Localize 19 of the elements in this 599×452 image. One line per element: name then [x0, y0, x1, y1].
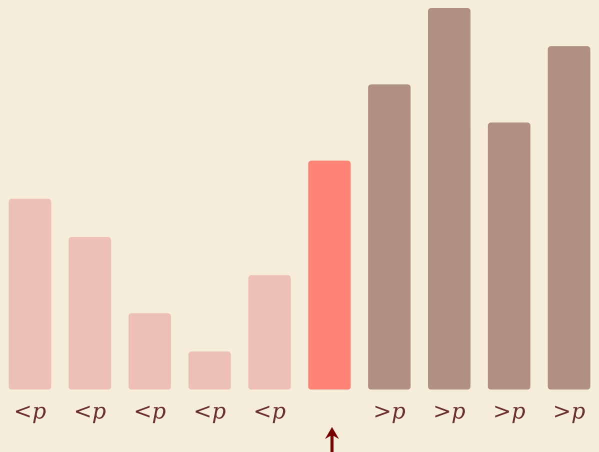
bar	[128, 313, 172, 390]
bar	[368, 84, 411, 390]
bar	[548, 46, 590, 390]
bar	[308, 160, 351, 390]
bar	[188, 351, 231, 390]
x-tick-label: <p	[253, 400, 286, 425]
x-tick-label: <p	[14, 400, 46, 425]
x-tick-label: <p	[133, 400, 166, 425]
bar	[68, 236, 112, 390]
x-tick-label: >p	[492, 400, 526, 425]
x-tick-label: >p	[432, 400, 466, 425]
bar	[428, 8, 471, 390]
bar	[8, 198, 52, 390]
x-tick-label: >p	[373, 400, 406, 425]
x-tick-label: <p	[74, 400, 106, 425]
x-tick-label: <p	[193, 400, 226, 425]
bar	[488, 122, 530, 390]
x-tick-label: >p	[552, 400, 586, 425]
bar	[248, 275, 291, 390]
